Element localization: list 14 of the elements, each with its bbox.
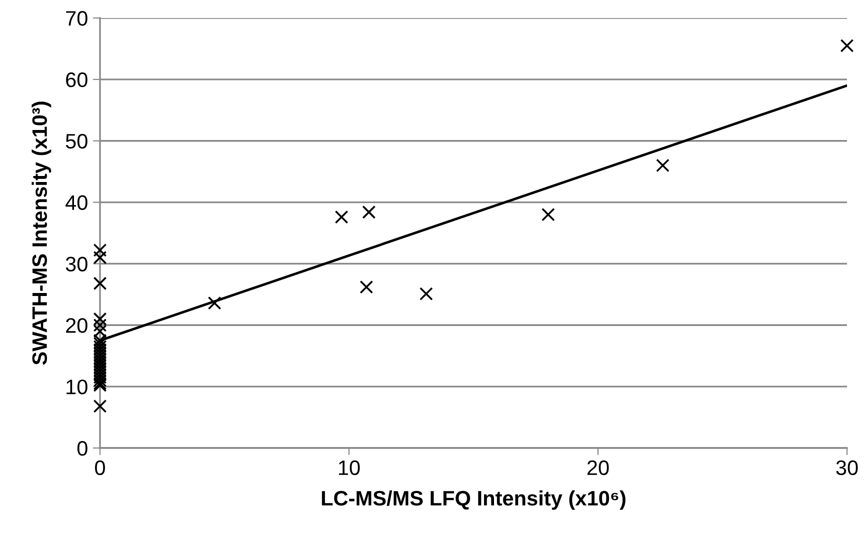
y-tick-label: 40: [66, 195, 88, 210]
x-tick-label: 10: [339, 460, 360, 476]
y-tick-label: 20: [66, 318, 88, 333]
y-tick-label: 50: [66, 134, 88, 149]
y-tick-label: 30: [66, 256, 88, 272]
y-tick-label: 10: [66, 380, 88, 394]
x-axis-title: LC-MS/MS LFQ Intensity (x10⁶): [322, 490, 626, 510]
y-tick-label: 70: [66, 11, 88, 26]
x-tick-label: 20: [587, 460, 609, 476]
y-axis-title: SWATH-MS Intensity (x10³): [32, 102, 52, 365]
y-tick-label: 0: [77, 441, 88, 456]
x-tick-label: 0: [95, 460, 105, 476]
y-tick-label: 60: [66, 72, 88, 88]
x-tick-label: 30: [836, 460, 858, 476]
